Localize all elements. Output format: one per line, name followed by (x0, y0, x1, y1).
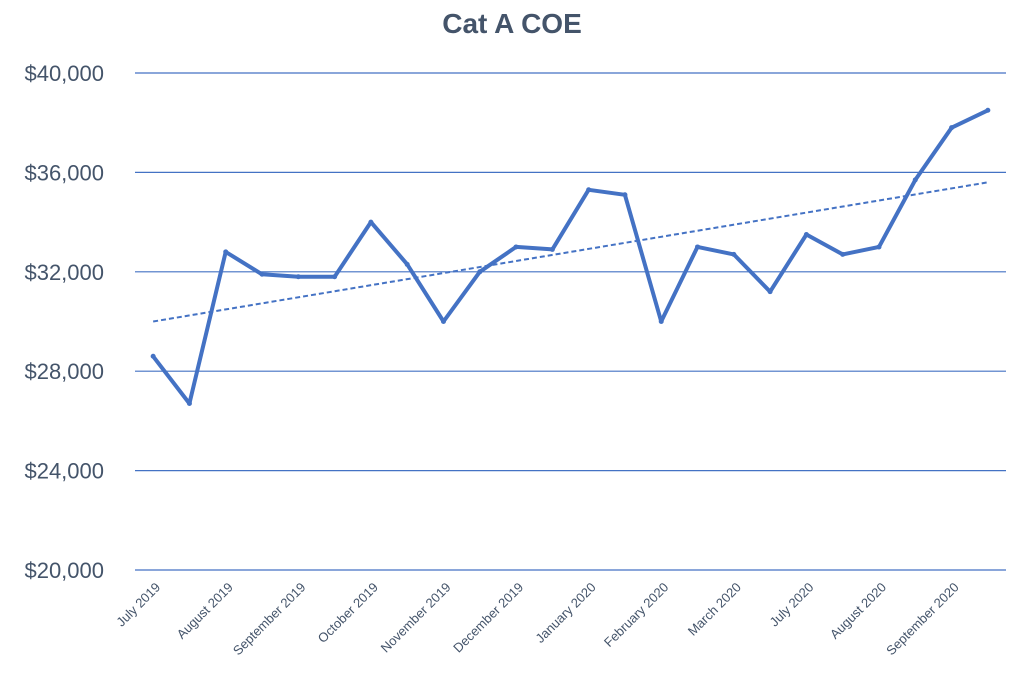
data-point (549, 246, 555, 252)
series-layer (150, 107, 991, 407)
data-point (513, 244, 519, 250)
x-tick-label: February 2020 (601, 580, 671, 650)
data-point (368, 219, 374, 225)
data-point (186, 401, 192, 407)
data-point (586, 187, 592, 193)
data-point (912, 177, 918, 183)
data-point (949, 125, 955, 131)
data-point (695, 244, 701, 250)
chart-title: Cat A COE (442, 8, 582, 39)
data-point (332, 274, 338, 280)
series-line (151, 108, 990, 406)
data-point (767, 289, 773, 295)
y-tick-label: $36,000 (24, 160, 104, 185)
data-point (223, 249, 229, 255)
x-tick-label: January 2020 (532, 580, 598, 646)
data-point (477, 269, 483, 275)
x-tick-label: September 2019 (230, 580, 309, 659)
data-point (150, 353, 156, 359)
x-tick-label: March 2020 (685, 580, 744, 639)
data-point (658, 319, 664, 324)
data-point (840, 251, 846, 257)
y-axis-ticks: $20,000 $24,000 $28,000 $32,000 $36,000 $40,0… (24, 61, 104, 583)
data-point (985, 107, 991, 113)
y-tick-label: $20,000 (24, 558, 104, 583)
trendline (152, 181, 989, 323)
x-tick-label: September 2020 (883, 580, 962, 659)
y-tick-label: $28,000 (24, 359, 104, 384)
gridlines (135, 72, 1006, 571)
x-tick-label: July 2020 (767, 580, 817, 630)
data-point (404, 261, 410, 267)
data-point (622, 192, 628, 198)
y-tick-label: $40,000 (24, 61, 104, 86)
x-tick-label: August 2020 (827, 580, 889, 642)
data-point (259, 271, 265, 277)
x-tick-label: August 2019 (174, 580, 236, 642)
data-point (803, 232, 809, 238)
data-point (295, 274, 301, 280)
data-point (731, 251, 737, 257)
y-tick-label: $32,000 (24, 260, 104, 285)
x-tick-label: November 2019 (378, 580, 454, 656)
x-tick-label: October 2019 (315, 580, 381, 646)
x-tick-label: July 2019 (113, 580, 163, 630)
trendline-layer (152, 181, 989, 323)
x-tick-label: December 2019 (450, 580, 526, 656)
y-tick-label: $24,000 (24, 459, 104, 484)
data-point (876, 244, 882, 250)
data-point (440, 319, 446, 324)
